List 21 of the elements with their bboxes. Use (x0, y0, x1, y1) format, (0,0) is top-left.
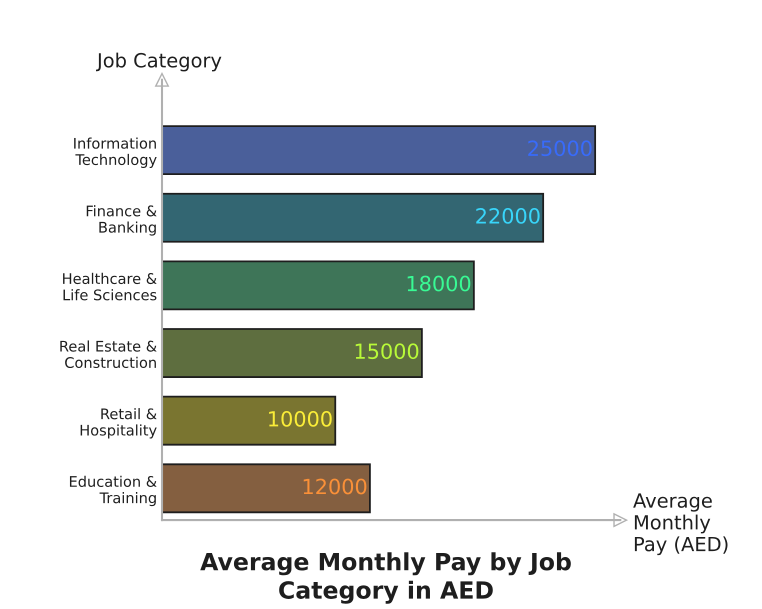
bar (162, 463, 371, 514)
y-tick-label: Information Technology (74, 138, 157, 168)
bar (162, 192, 544, 243)
bar (162, 396, 336, 446)
data-label: 18000 (408, 276, 470, 292)
bar (162, 125, 596, 176)
x-axis-title: Average Monthly Pay (AED) (633, 493, 728, 556)
bar (162, 328, 423, 378)
y-tick-label: Finance & Banking (86, 205, 157, 236)
data-label: 15000 (356, 343, 418, 360)
y-tick-label: Retail & Hospitality (80, 408, 157, 439)
data-label: 12000 (304, 478, 366, 494)
y-axis-title: Job Category (96, 52, 222, 72)
data-label: 22000 (476, 208, 540, 224)
bar (162, 260, 475, 310)
text: Average Monthly Pay by Job Category in AED (200, 552, 571, 604)
y-tick-label: Healthcare & Life Sciences (63, 272, 157, 300)
data-label: 10000 (269, 410, 332, 427)
y-tick-label: Real Estate & Construction (60, 340, 157, 368)
data-label: 25000 (528, 140, 592, 156)
y-tick-label: Education & Training (70, 476, 157, 506)
